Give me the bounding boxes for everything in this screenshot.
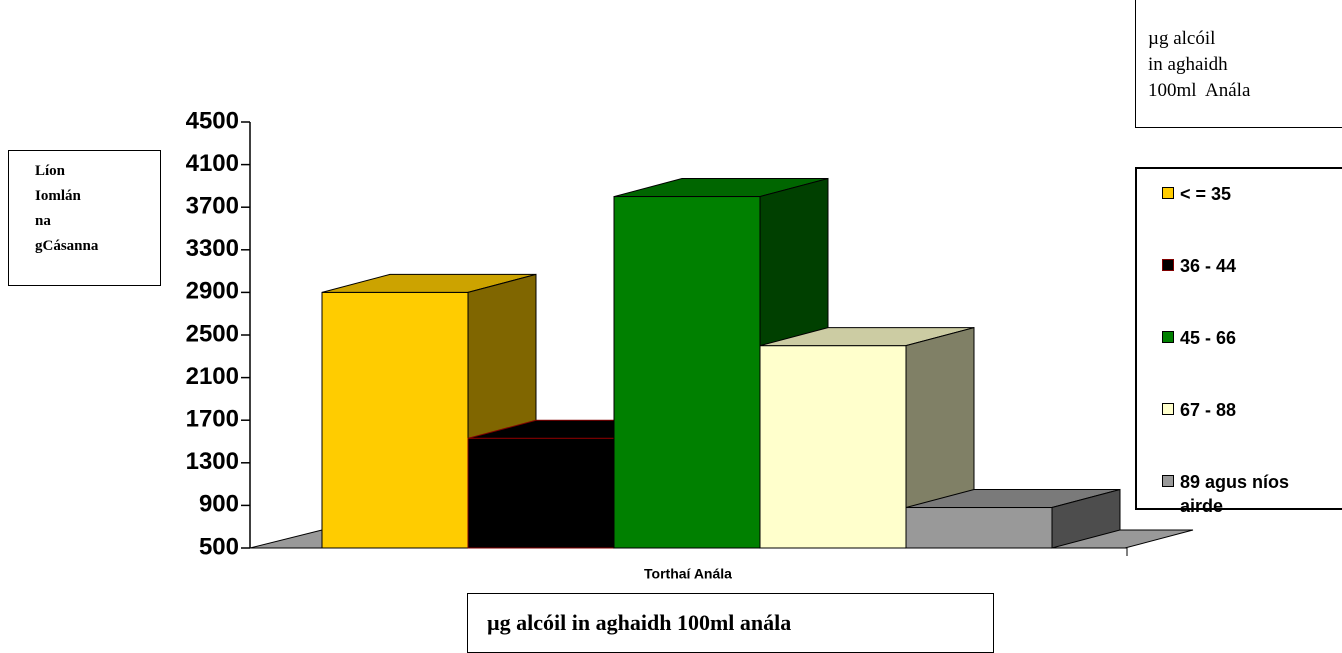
legend-title: 100ml Anála [1148,80,1251,101]
legend-label: 89 agus níos airde [1180,472,1290,516]
y-tick-label: 1700 [186,406,239,433]
legend-swatch [1162,331,1174,343]
y-tick-label: 4100 [186,150,239,177]
x-label: µg alcóil in aghaidh 100ml anála [487,610,792,635]
y-tick-label: 3300 [186,235,239,262]
y-tick-label: 3700 [186,193,239,220]
legend-title: in aghaidh [1148,54,1228,75]
bar-front [613,196,761,549]
legend-label: 36 - 44 [1180,256,1237,276]
x-label-box: µg alcóil in aghaidh 100ml anála [467,593,994,653]
y-label-box [8,150,161,286]
y-tick-label: 900 [199,491,239,518]
bar-front [759,345,907,549]
y-tick-label: 4500 [186,107,239,134]
legend-label: 67 - 88 [1180,400,1237,420]
legend-swatch [1162,259,1174,271]
bar-front [905,507,1053,549]
y-label: gCásanna [35,238,99,254]
bar-front [321,291,469,549]
y-tick-label: 500 [199,533,239,560]
y-tick-label: 1300 [186,448,239,475]
legend-title: µg alcóil [1148,28,1216,49]
legend-title-box [1135,0,1342,128]
y-label: na [35,213,51,229]
y-label: Iomlán [35,188,81,204]
legend-swatch [1162,475,1174,487]
y-tick-label: 2100 [186,363,239,390]
x-tick-label: Torthaí Anála [644,566,732,582]
y-tick-label: 2900 [186,278,239,305]
bar-front [467,437,615,549]
legend-label: < = 35 [1180,184,1232,204]
y-label: Líon [35,163,66,179]
y-tick-label: 2500 [186,320,239,347]
bar-side [1051,488,1121,549]
legend-label: 45 - 66 [1180,328,1237,348]
legend-swatch [1162,187,1174,199]
legend-swatch [1162,403,1174,415]
